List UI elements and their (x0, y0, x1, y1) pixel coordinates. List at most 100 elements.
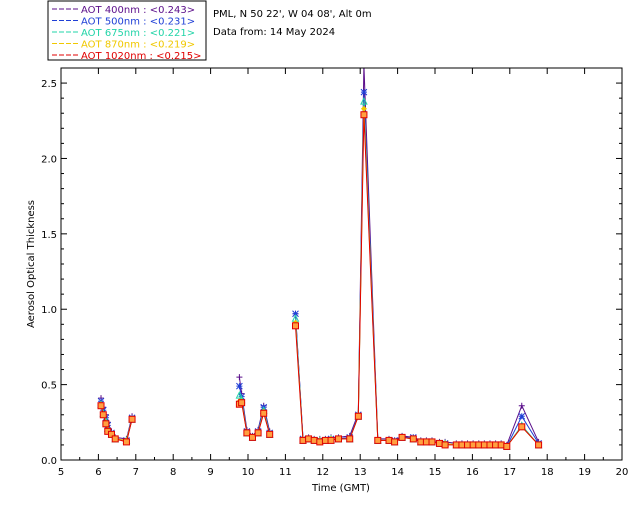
data-point (458, 441, 466, 449)
x-tick-label: 10 (242, 467, 255, 478)
data-point (122, 438, 130, 446)
data-point (398, 433, 406, 441)
series-layer (97, 62, 543, 450)
data-point (305, 435, 313, 443)
data-point (435, 439, 443, 447)
data-point (486, 441, 494, 449)
plot-frame (60, 67, 623, 461)
data-point (248, 433, 256, 441)
data-point (354, 412, 362, 420)
x-tick-label: 19 (578, 467, 591, 478)
data-point (452, 441, 460, 449)
data-point (503, 442, 511, 450)
legend-entry: AOT 500nm : <0.231> (81, 17, 195, 28)
data-point (316, 438, 324, 446)
x-tick-label: 9 (207, 467, 213, 478)
data-point (409, 435, 417, 443)
legend: AOT 400nm : <0.243>AOT 500nm : <0.231>AO… (47, 0, 207, 62)
x-tick-label: 8 (170, 467, 176, 478)
x-tick-label: 16 (466, 467, 479, 478)
data-point (360, 88, 368, 96)
series-line (295, 92, 540, 447)
data-point (492, 441, 500, 449)
data-point (361, 62, 367, 68)
y-axis-label: Aerosol Optical Thickness (26, 200, 37, 328)
site-info-text: PML, N 50 22', W 04 08', Alt 0m (213, 9, 372, 20)
data-point (391, 438, 399, 446)
data-point (469, 441, 477, 449)
data-point (335, 435, 343, 443)
data-point (266, 430, 274, 438)
y-tick-label: 1.5 (41, 230, 57, 241)
x-tick-label: 17 (503, 467, 516, 478)
data-point (374, 436, 382, 444)
data-point (422, 438, 430, 446)
data-point (327, 436, 335, 444)
axes-layer: 5 6 7 8 9 10 11 12 13 14 15 16 17 18 19 20 0.0 0.5 1.0 1.5 2… (41, 67, 629, 478)
data-point (428, 438, 436, 446)
data-point (417, 438, 425, 446)
x-tick-label: 6 (95, 467, 101, 478)
series-group (98, 62, 542, 448)
series-line (295, 114, 539, 447)
data-point (518, 402, 525, 409)
x-tick-label: 13 (354, 467, 367, 478)
data-point (243, 429, 251, 437)
data-point (518, 423, 526, 431)
data-point (535, 441, 543, 449)
x-axis-label: Time (GMT) (311, 483, 370, 494)
series-line (238, 377, 271, 437)
data-point (111, 435, 119, 443)
legend-entry: AOT 400nm : <0.243> (81, 5, 195, 16)
x-tick-label: 18 (541, 467, 554, 478)
x-tick-label: 7 (133, 467, 139, 478)
data-point (385, 436, 393, 444)
legend-entry: AOT 675nm : <0.221> (81, 28, 195, 39)
data-point (254, 429, 262, 437)
data-point (360, 105, 367, 112)
series-group (97, 111, 543, 450)
x-tick-label: 20 (616, 467, 629, 478)
x-tick-label: 15 (429, 467, 442, 478)
data-point (292, 310, 299, 318)
data-point (310, 436, 318, 444)
series-group (97, 88, 542, 450)
legend-box (47, 0, 207, 61)
x-tick-label: 11 (279, 467, 292, 478)
series-line (295, 101, 539, 447)
data-point (236, 382, 243, 390)
data-point (128, 415, 136, 423)
date-info-text: Data from: 14 May 2024 (213, 27, 335, 38)
x-tick-label: 14 (391, 467, 404, 478)
data-point (360, 97, 368, 105)
data-point (235, 391, 244, 399)
data-point (99, 411, 107, 419)
x-tick-label: 5 (58, 467, 64, 478)
data-point (321, 436, 329, 444)
data-point (260, 409, 268, 417)
y-tick-label: 2.0 (41, 154, 57, 165)
data-point (97, 402, 105, 410)
series-group (97, 97, 543, 450)
data-point (299, 436, 307, 444)
data-point (441, 441, 449, 449)
data-point (346, 435, 354, 443)
series-group (98, 105, 542, 450)
data-point (480, 441, 488, 449)
series-line (295, 108, 539, 447)
legend-entry: AOT 1020nm : <0.215> (81, 51, 201, 62)
data-point (291, 322, 299, 330)
data-point (102, 420, 110, 428)
data-point (497, 441, 505, 449)
y-tick-label: 0.0 (41, 456, 57, 467)
x-tick-label: 12 (316, 467, 329, 478)
legend-entry: AOT 870nm : <0.219> (81, 40, 195, 51)
y-tick-label: 0.5 (41, 381, 57, 392)
data-point (475, 441, 483, 449)
series-line (295, 68, 540, 446)
data-point (107, 430, 115, 438)
y-tick-label: 1.0 (41, 305, 57, 316)
y-tick-label: 2.5 (41, 79, 57, 90)
